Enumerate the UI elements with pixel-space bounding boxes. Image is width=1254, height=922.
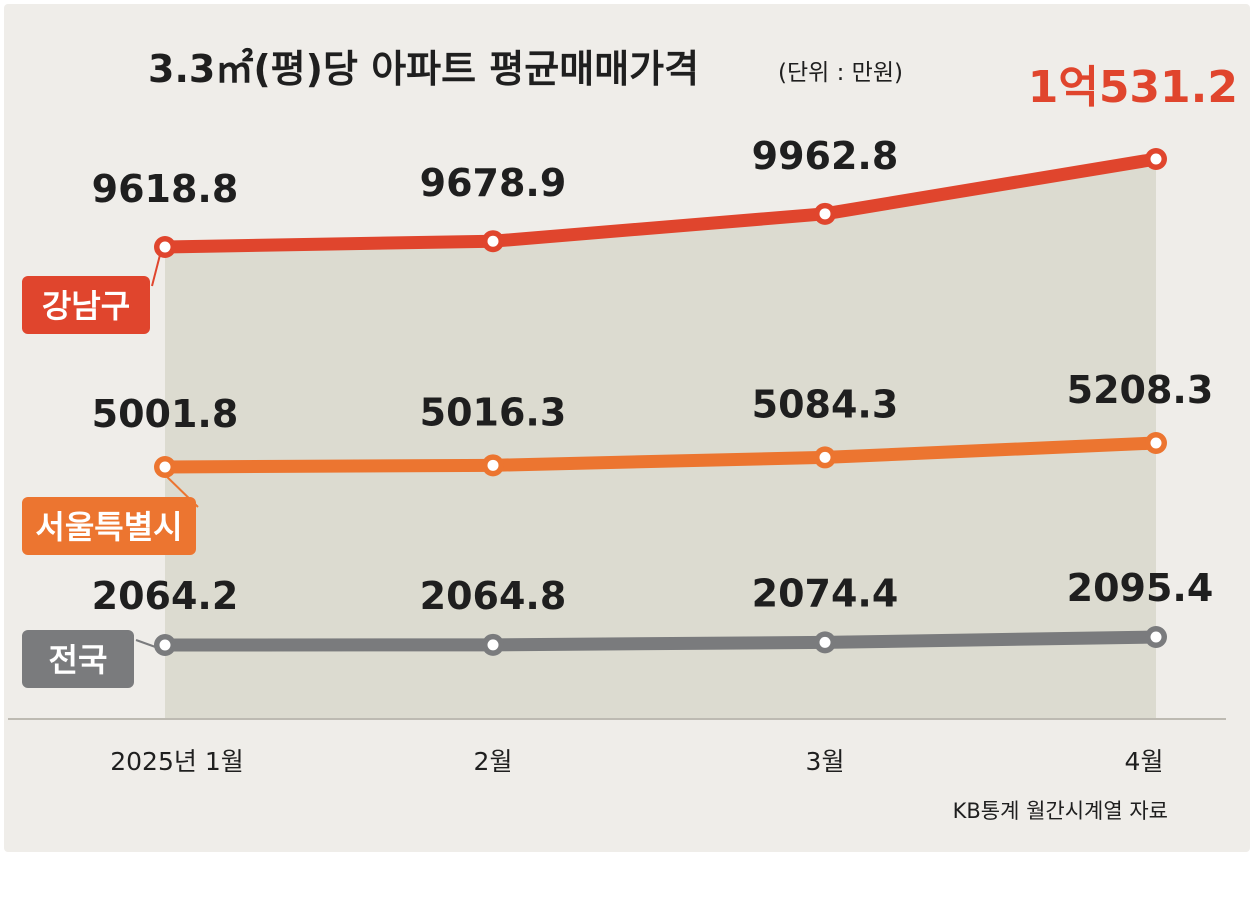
series-2: 5001.8 5016.3 5084.3 5208.3 서울특별시 xyxy=(22,368,1213,555)
legend-pill xyxy=(22,497,196,555)
series-1: 9618.8 9678.9 9962.8 1억531.2 강남구 xyxy=(22,62,1238,334)
series-connector xyxy=(151,250,162,287)
data-label: 9678.9 xyxy=(420,161,567,205)
data-point-inner xyxy=(487,459,499,471)
data-label: 1억531.2 xyxy=(1028,62,1238,113)
legend-pill xyxy=(22,276,150,334)
x-tick-label: 4월 xyxy=(1125,747,1164,776)
data-point-inner xyxy=(819,451,831,463)
x-axis-ticks: 2025년 1월 2월 3월 4월 xyxy=(110,747,1163,776)
data-label: 5001.8 xyxy=(92,392,239,436)
data-label: 2095.4 xyxy=(1067,566,1214,610)
data-label: 5084.3 xyxy=(752,382,899,426)
legend-label: 서울특별시 xyxy=(35,508,182,546)
unit-note: (단위 : 만원) xyxy=(778,60,903,86)
data-label: 5016.3 xyxy=(420,390,567,434)
x-tick-label: 2월 xyxy=(474,747,513,776)
data-point-inner xyxy=(159,639,171,651)
data-label: 5208.3 xyxy=(1067,368,1214,412)
data-point-inner xyxy=(1150,153,1162,165)
series-line xyxy=(158,152,1163,254)
chart-title: 3.3㎡(평)당 아파트 평균매매가격 xyxy=(148,47,699,91)
series-layer: 9618.8 9678.9 9962.8 1억531.2 강남구 5001.8 5016.3… xyxy=(22,62,1238,688)
data-point-inner xyxy=(159,241,171,253)
x-tick-label: 2025년 1월 xyxy=(110,747,243,776)
legend-label: 전국 xyxy=(49,641,108,679)
data-label: 2064.2 xyxy=(92,574,239,618)
x-tick-label: 3월 xyxy=(806,747,845,776)
data-label: 9962.8 xyxy=(752,134,899,178)
legend-pill xyxy=(22,630,134,688)
source-note: KB통계 월간시계열 자료 xyxy=(953,799,1168,823)
legend-label: 강남구 xyxy=(42,287,130,325)
data-point-inner xyxy=(1150,437,1162,449)
data-point-inner xyxy=(819,208,831,220)
data-point-inner xyxy=(159,461,171,473)
series-line xyxy=(158,630,1163,652)
data-label: 2074.4 xyxy=(752,571,899,615)
data-point-inner xyxy=(487,639,499,651)
data-point-inner xyxy=(1150,631,1162,643)
data-point-inner xyxy=(487,235,499,247)
data-label: 2064.8 xyxy=(420,574,567,618)
data-point-inner xyxy=(819,636,831,648)
series-3: 2064.2 2064.8 2074.4 2095.4 전국 xyxy=(22,566,1213,688)
plot-area-fill xyxy=(165,159,1156,718)
data-label: 9618.8 xyxy=(92,167,239,211)
series-line xyxy=(158,436,1163,474)
